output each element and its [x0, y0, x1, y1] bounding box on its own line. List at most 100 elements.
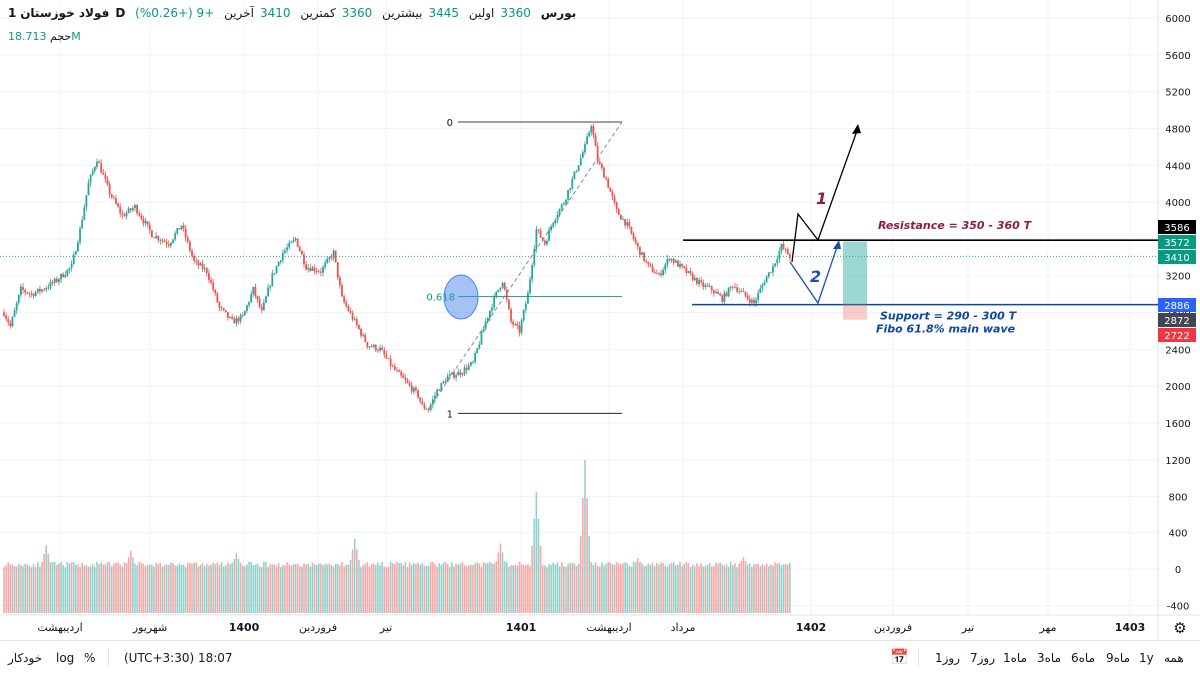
candle [169, 242, 172, 246]
log-scale-button[interactable]: log [56, 651, 75, 665]
price-chart[interactable]: 1600200024002800320036004000440048005200… [0, 0, 1200, 640]
volume-bar [527, 564, 529, 613]
range-1m[interactable]: 1ماه [1003, 651, 1028, 665]
volume-bar [620, 563, 622, 613]
volume-bar [451, 562, 453, 613]
volume-bar [679, 561, 681, 613]
candle [457, 371, 460, 376]
candle [624, 219, 627, 226]
candle [7, 319, 10, 323]
candle [60, 273, 62, 280]
volume-bar [567, 563, 569, 613]
candle [748, 298, 751, 303]
candle [205, 268, 208, 274]
range-3m[interactable]: 3ماه [1037, 651, 1062, 665]
volume-bar [349, 560, 352, 613]
candle [77, 242, 79, 252]
volume-bar [220, 562, 223, 613]
volume-bar [356, 549, 358, 613]
volume-bar [66, 561, 69, 613]
interval[interactable]: 1D [8, 6, 126, 20]
candle [643, 252, 646, 261]
candle [237, 317, 240, 322]
volume-bar [742, 557, 745, 613]
candle [203, 268, 206, 270]
range-6m[interactable]: 6ماه [1071, 651, 1096, 665]
settings-gear-icon[interactable]: ⚙ [1173, 619, 1186, 637]
candle [459, 371, 462, 375]
volume-bar [100, 562, 102, 613]
date-range-icon[interactable]: 📅 [890, 648, 909, 666]
candle [524, 303, 527, 311]
volume-bar [366, 562, 369, 613]
candle [434, 395, 436, 400]
volume-bar [453, 566, 455, 613]
candle [184, 228, 187, 238]
volume-bar [579, 536, 582, 613]
candle [161, 240, 164, 242]
candle [70, 264, 73, 268]
candle [450, 372, 453, 375]
candle [11, 316, 14, 327]
candle [740, 290, 743, 292]
volume-bar [252, 565, 255, 613]
candle [43, 289, 46, 291]
range-all[interactable]: همه [1164, 651, 1184, 665]
fibo-note: Fibo 61.8% main wave [876, 323, 1016, 336]
time-tick-label: 1400 [229, 621, 260, 634]
candle [668, 258, 671, 261]
percent-scale-button[interactable]: % [84, 651, 96, 665]
price-tick-label: 5600 [1165, 51, 1190, 62]
candle [402, 375, 405, 379]
price-tag [1158, 235, 1196, 249]
volume-bar [22, 565, 24, 613]
candle [664, 264, 667, 270]
candle [129, 208, 132, 211]
volume-bar [68, 563, 71, 613]
candle [533, 248, 536, 265]
open-label: اولین [468, 6, 495, 20]
volume-bar [554, 564, 557, 613]
volume-bar [358, 560, 360, 613]
volume-bar [256, 563, 259, 613]
fib-label-0: 0 [447, 118, 453, 129]
volume-bar [231, 562, 233, 613]
range-9m[interactable]: 9ماه [1106, 651, 1131, 665]
volume-bar [191, 563, 193, 613]
volume-bar [402, 564, 405, 613]
candle [412, 387, 415, 392]
volume-bar [694, 566, 696, 613]
candle [89, 174, 92, 183]
volume-bar [77, 564, 79, 613]
volume-bar [544, 565, 546, 613]
volume-bar [339, 565, 341, 613]
range-7d[interactable]: 7روز [970, 651, 996, 665]
candle [53, 278, 56, 283]
candle [218, 302, 221, 308]
volume-bar [244, 566, 246, 613]
candle [330, 257, 333, 259]
volume-bar [651, 562, 654, 613]
timezone-clock[interactable]: (UTC+3:30) 18:07 [124, 651, 233, 665]
volume-bar [60, 561, 62, 613]
symbol-name[interactable]: فولاد خوزستان [20, 6, 110, 20]
candle [488, 310, 491, 318]
volume-bar [698, 566, 700, 613]
volume-bar [573, 563, 576, 613]
volume-bar [611, 564, 614, 613]
candle [313, 267, 316, 272]
range-1y[interactable]: 1y [1139, 651, 1154, 665]
volume-bar [497, 552, 500, 613]
candle [387, 358, 390, 359]
candle [374, 344, 377, 351]
volume-bar [784, 563, 787, 613]
volume-bar [320, 563, 322, 613]
range-1d[interactable]: 1روز [935, 651, 961, 665]
volume-bar [596, 566, 599, 613]
volume-bar [91, 564, 94, 613]
volume-bar [307, 563, 310, 613]
fib-trend-line [428, 121, 623, 410]
volume-bar [81, 562, 83, 613]
volume-bar [58, 563, 60, 613]
auto-scale-button[interactable]: خودکار [8, 651, 43, 665]
